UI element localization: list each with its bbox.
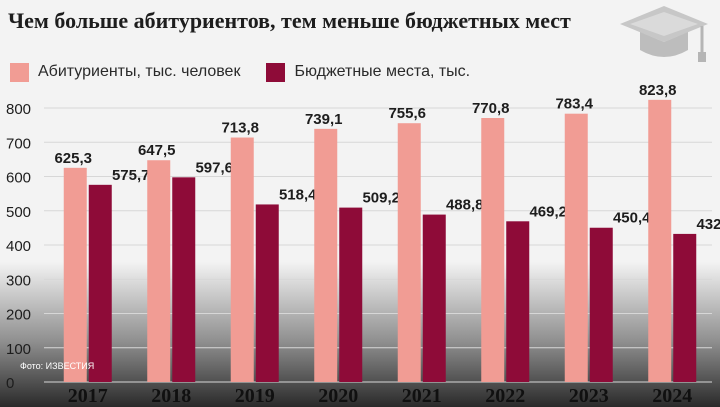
y-tick-label: 100 <box>6 341 31 358</box>
bar-budget <box>673 233 697 382</box>
bar-budget <box>422 214 446 382</box>
bar-applicants <box>230 137 254 382</box>
bar-budget <box>589 227 613 382</box>
y-tick-label: 300 <box>6 272 31 289</box>
data-label: 469,2 <box>529 203 567 220</box>
data-label: 450,4 <box>613 210 651 227</box>
data-label: 432,4 <box>696 216 720 233</box>
data-label: 625,3 <box>54 150 92 167</box>
bar-budget <box>172 177 196 382</box>
bar-budget <box>88 184 112 382</box>
data-label: 713,8 <box>221 120 259 137</box>
bar-budget <box>506 221 530 382</box>
y-tick-label: 0 <box>6 375 14 392</box>
y-tick-label: 400 <box>6 238 31 255</box>
data-label: 783,4 <box>555 96 593 113</box>
bar-applicants <box>314 128 338 382</box>
chart-title: Чем больше абитуриентов, тем меньше бюдж… <box>8 8 571 33</box>
y-tick-label: 500 <box>6 204 31 221</box>
y-tick-label: 800 <box>6 101 31 118</box>
bar-applicants <box>63 167 87 382</box>
x-tick-label: 2018 <box>151 385 191 407</box>
data-label: 647,5 <box>138 142 176 159</box>
y-tick-label: 700 <box>6 135 31 152</box>
data-label: 739,1 <box>305 111 343 128</box>
bar-applicants <box>481 118 505 382</box>
x-tick-label: 2022 <box>485 385 525 407</box>
y-tick-label: 600 <box>6 170 31 187</box>
legend-swatch-budget <box>266 62 286 82</box>
bar-applicants <box>564 113 588 383</box>
bar-budget <box>255 204 279 382</box>
x-tick-label: 2021 <box>402 385 442 407</box>
photo-credit: Фото: ИЗВЕСТИЯ <box>20 361 95 371</box>
data-label: 770,8 <box>472 100 510 117</box>
legend-label-budget: Бюджетные места, тыс. <box>294 63 471 80</box>
data-label: 575,7 <box>112 167 150 184</box>
bar-applicants <box>648 99 672 382</box>
data-label: 823,8 <box>639 82 677 99</box>
bar-applicants <box>147 160 171 382</box>
x-tick-label: 2019 <box>235 385 275 407</box>
graduation-cap-icon <box>620 6 708 62</box>
legend-label-applicants: Абитуриенты, тыс. человек <box>38 63 241 80</box>
legend: Абитуриенты, тыс. человек Бюджетные мест… <box>10 60 496 84</box>
bar-applicants <box>397 123 421 382</box>
data-label: 509,2 <box>362 190 400 207</box>
legend-item-budget: Бюджетные места, тыс. <box>266 62 471 82</box>
data-label: 518,4 <box>279 186 317 203</box>
x-tick-label: 2020 <box>318 385 358 407</box>
legend-swatch-applicants <box>10 62 29 82</box>
y-tick-label: 200 <box>6 307 31 324</box>
bar-budget <box>339 207 363 382</box>
legend-item-applicants: Абитуриенты, тыс. человек <box>10 62 241 82</box>
x-tick-label: 2024 <box>652 385 692 407</box>
x-tick-label: 2023 <box>569 385 609 407</box>
data-label: 488,8 <box>446 197 484 214</box>
data-label: 597,6 <box>195 159 233 176</box>
x-tick-label: 2017 <box>68 385 108 407</box>
data-label: 755,6 <box>388 105 426 122</box>
